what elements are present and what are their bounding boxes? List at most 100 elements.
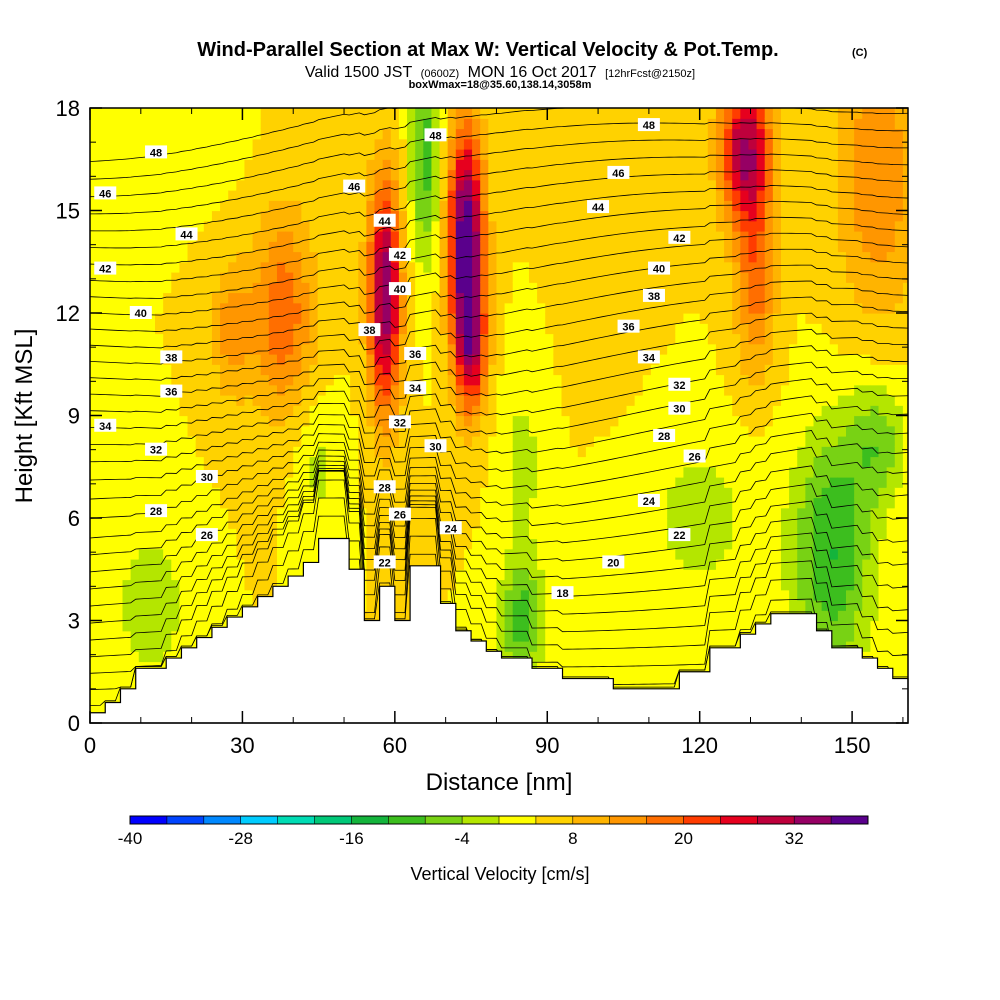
heat-cell: [407, 118, 416, 130]
heat-cell: [667, 128, 676, 140]
heat-cell: [577, 128, 587, 140]
heat-cell: [285, 343, 294, 355]
heat-cell: [260, 456, 270, 468]
heat-cell: [715, 610, 725, 622]
heat-cell: [138, 641, 148, 652]
heat-cell: [724, 610, 733, 622]
heat-cell: [561, 630, 571, 642]
heat-cell: [195, 292, 205, 304]
heat-cell: [520, 282, 530, 294]
heat-cell: [748, 528, 758, 540]
heat-cell: [748, 354, 758, 365]
heat-cell: [699, 477, 709, 488]
heat-cell: [301, 138, 311, 150]
heat-cell: [163, 425, 172, 437]
heat-cell: [382, 118, 392, 130]
heat-cell: [610, 354, 619, 365]
heat-cell: [577, 384, 587, 396]
heat-cell: [407, 138, 416, 150]
heat-cell: [301, 292, 311, 304]
heat-cell: [309, 497, 319, 509]
heat-cell: [98, 364, 107, 376]
heat-cell: [236, 528, 246, 540]
heat-cell: [317, 190, 327, 201]
heat-cell: [138, 548, 148, 560]
heat-cell: [114, 241, 124, 253]
heat-cell: [220, 210, 229, 222]
heat-cell: [715, 323, 725, 335]
heat-cell: [146, 333, 156, 345]
heat-cell: [260, 395, 270, 406]
heat-cell: [114, 333, 124, 345]
heat-cell: [463, 302, 473, 314]
heat-cell: [90, 200, 99, 212]
heat-cell: [285, 528, 294, 540]
heat-cell: [293, 282, 302, 294]
heat-cell: [236, 395, 246, 406]
heat-cell: [398, 128, 408, 140]
heat-cell: [415, 210, 424, 222]
heat-cell: [455, 405, 465, 417]
heat-cell: [634, 651, 644, 663]
heat-cell: [569, 323, 579, 335]
heat-cell: [585, 559, 595, 570]
heat-cell: [187, 384, 197, 396]
heat-cell: [520, 343, 530, 355]
heat-cell: [585, 518, 595, 529]
heat-cell: [138, 446, 148, 458]
heat-cell: [382, 138, 392, 150]
heat-cell: [90, 436, 99, 447]
heat-cell: [699, 128, 709, 140]
heat-cell: [203, 149, 213, 160]
heat-cell: [626, 374, 636, 386]
heat-cell: [171, 251, 181, 263]
heat-cell: [244, 292, 254, 304]
heat-cell: [390, 374, 400, 386]
heat-cell: [398, 138, 408, 150]
heat-cell: [358, 313, 367, 324]
heat-cell: [423, 333, 433, 345]
heat-cell: [415, 487, 424, 499]
heat-cell: [106, 220, 115, 232]
heat-cell: [309, 415, 319, 427]
heat-cell: [252, 190, 262, 201]
heat-cell: [301, 415, 311, 427]
heat-cell: [602, 159, 611, 171]
heat-cell: [472, 548, 481, 560]
heat-cell: [228, 579, 237, 591]
heat-cell: [98, 641, 107, 652]
heat-cell: [317, 354, 327, 365]
heat-cell: [447, 108, 457, 119]
heat-cell: [333, 487, 343, 499]
heat-cell: [390, 169, 400, 181]
heat-cell: [642, 661, 652, 673]
heat-cell: [553, 487, 563, 499]
heat-cell: [585, 272, 595, 283]
heat-cell: [488, 589, 498, 601]
heat-cell: [98, 282, 107, 294]
heat-cell: [268, 261, 278, 273]
heat-cell: [333, 282, 343, 294]
heat-cell: [325, 282, 335, 294]
heat-cell: [594, 497, 603, 509]
heat-cell: [472, 179, 481, 191]
heat-cell: [683, 548, 693, 560]
heat-cell: [455, 179, 465, 191]
heat-cell: [626, 641, 636, 652]
heat-cell: [553, 641, 563, 652]
heat-cell: [244, 436, 254, 447]
heat-cell: [594, 548, 603, 560]
heat-cell: [130, 374, 140, 386]
heat-cell: [724, 292, 733, 304]
heat-cell: [610, 333, 619, 345]
heat-cell: [163, 292, 172, 304]
heat-cell: [179, 610, 189, 622]
heat-cell: [634, 425, 644, 437]
heat-cell: [415, 405, 424, 417]
heat-cell: [699, 251, 709, 263]
heat-cell: [138, 436, 148, 447]
heat-cell: [675, 651, 685, 663]
heat-cell: [407, 149, 416, 160]
heat-cell: [155, 200, 164, 212]
heat-cell: [90, 138, 99, 150]
